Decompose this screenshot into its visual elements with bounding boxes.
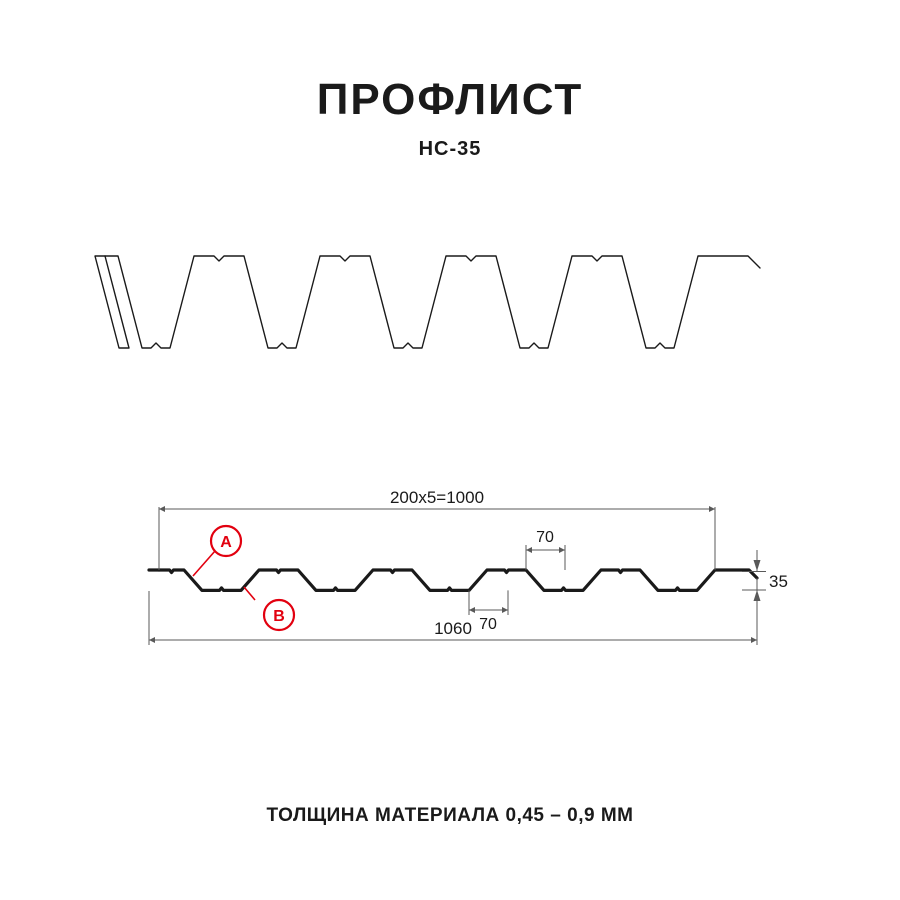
svg-text:200x5=1000: 200x5=1000 bbox=[390, 488, 484, 507]
svg-text:A: A bbox=[220, 534, 232, 551]
svg-text:35: 35 bbox=[769, 572, 788, 591]
svg-text:1060: 1060 bbox=[434, 619, 472, 638]
svg-text:70: 70 bbox=[479, 616, 497, 633]
svg-text:70: 70 bbox=[536, 529, 554, 546]
svg-text:B: B bbox=[273, 608, 285, 625]
